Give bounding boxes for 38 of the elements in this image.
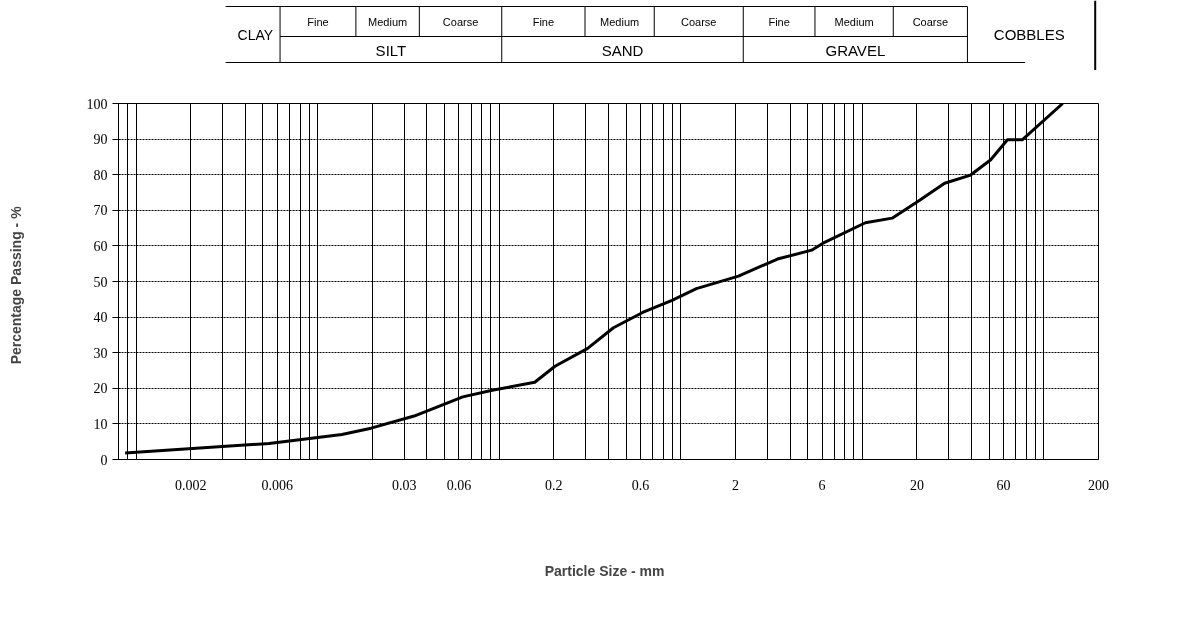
text: Coarse bbox=[912, 15, 949, 28]
x-tick-label: 0.06 bbox=[446, 477, 472, 493]
x-tick-label: 0.6 bbox=[631, 477, 650, 493]
y-tick-label: 90 bbox=[93, 132, 108, 148]
y-tick-label: 100 bbox=[86, 96, 108, 112]
text: Medium bbox=[600, 15, 640, 28]
x-tick-label: 60 bbox=[996, 477, 1011, 493]
text: SILT bbox=[375, 42, 407, 59]
x-tick-label: 2 bbox=[731, 477, 739, 493]
x-tick-label: 0.2 bbox=[545, 477, 563, 493]
y-tick-label: 10 bbox=[93, 416, 108, 432]
text: CLAY bbox=[237, 26, 274, 43]
y-tick-label: 50 bbox=[93, 274, 108, 290]
text: COBBLES bbox=[993, 26, 1065, 43]
text: Fine bbox=[532, 15, 555, 28]
y-tick-label: 70 bbox=[93, 203, 108, 219]
y-tick-label: 0 bbox=[100, 452, 108, 468]
x-tick-label: 0.006 bbox=[261, 477, 294, 493]
y-tick-label: 30 bbox=[93, 345, 108, 361]
x-tick-label: 0.03 bbox=[392, 477, 417, 493]
y-tick-label: 20 bbox=[93, 381, 108, 397]
text: GRAVEL bbox=[825, 42, 886, 59]
text: Medium bbox=[834, 15, 874, 28]
y-tick-label: 80 bbox=[93, 167, 108, 183]
y-axis-title: Percentage Passing - % bbox=[7, 205, 24, 365]
x-tick-label: 200 bbox=[1088, 477, 1109, 493]
text: Fine bbox=[768, 15, 790, 28]
x-tick-label: 0.002 bbox=[175, 477, 207, 493]
x-tick-label: 20 bbox=[909, 477, 924, 493]
text: Coarse bbox=[681, 15, 717, 28]
x-tick-label: 6 bbox=[818, 477, 826, 493]
y-tick-label: 40 bbox=[93, 310, 108, 326]
text: Medium bbox=[368, 15, 408, 28]
y-tick-label: 60 bbox=[93, 238, 108, 254]
text: SAND bbox=[601, 42, 644, 59]
text: Fine bbox=[307, 15, 329, 28]
x-axis-title: Particle Size - mm bbox=[544, 562, 665, 579]
text: Coarse bbox=[442, 15, 479, 28]
